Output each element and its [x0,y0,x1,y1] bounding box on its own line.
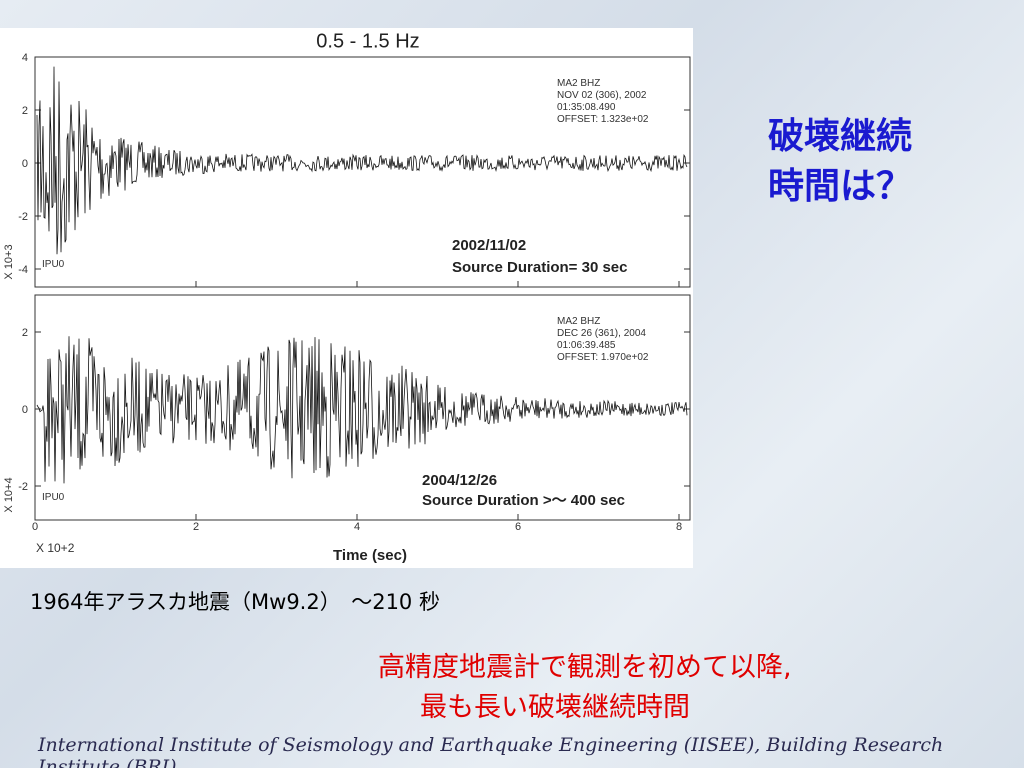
waveform [36,336,688,484]
y-tick-label: 0 [22,158,28,170]
question-line: 時間は？ [768,166,913,207]
waveform [36,66,688,255]
x-tick-label: 0 [32,521,38,533]
station-info: OFFSET: 1.323e+02 [557,114,649,125]
event-date: 2004/12/26 [422,472,497,489]
station-code: IPU0 [42,259,65,270]
y-tick-label: 4 [22,52,28,64]
footer: International Institute of Seismology an… [38,734,944,768]
highlight: 高精度地震計で観測を初めて以降, 最も長い破壊継続時間 [378,648,792,728]
y-tick-label: -2 [18,211,28,223]
panel-frame [34,294,691,521]
y-tick-label: 0 [22,404,28,416]
station-info: 01:06:39.485 [557,340,616,351]
figure-background [0,28,693,568]
x-tick-label: 4 [354,521,360,533]
x-tick-label: 8 [676,521,682,533]
station-info: DEC 26 (361), 2004 [557,328,646,339]
highlight-line: 高精度地震計で観測を初めて以降, [378,652,792,683]
station-info: OFFSET: 1.970e+02 [557,352,649,363]
x-axis-label: Time (sec) [333,547,407,564]
figure-title: 0.5 - 1.5 Hz [316,30,419,52]
x-scale: X 10+2 [36,541,75,555]
panel-frame [34,56,691,288]
note: 1964年アラスカ地震（Mw9.2） ～210 秒 [30,590,440,614]
y-tick-label: 2 [22,105,28,117]
station-info: MA2 BHZ [557,78,600,89]
source-duration: Source Duration >～ 400 sec [422,492,625,509]
question: 破壊継続 時間は？ [768,112,912,212]
station-info: NOV 02 (306), 2002 [557,90,647,101]
highlight-line: 最も長い破壊継続時間 [420,692,690,723]
question-line: 破壊継続 [768,116,913,157]
y-scale: X 10+4 [3,477,15,512]
x-tick-label: 6 [515,521,521,533]
seismogram-figure: 0.5 - 1.5 Hz 0 2 4 6 8 X 10+2 Time (sec) 4 2 0 -2 -… [0,28,693,568]
y-scale: X 10+3 [3,244,15,279]
x-tick-label: 2 [193,521,199,533]
y-tick-label: -4 [18,264,28,276]
y-tick-label: -2 [18,481,28,493]
source-duration: Source Duration= 30 sec [452,259,628,276]
station-info: 01:35:08.490 [557,102,616,113]
y-tick-label: 2 [22,327,28,339]
station-code: IPU0 [42,492,65,503]
event-date: 2002/11/02 [452,237,526,254]
station-info: MA2 BHZ [557,316,600,327]
